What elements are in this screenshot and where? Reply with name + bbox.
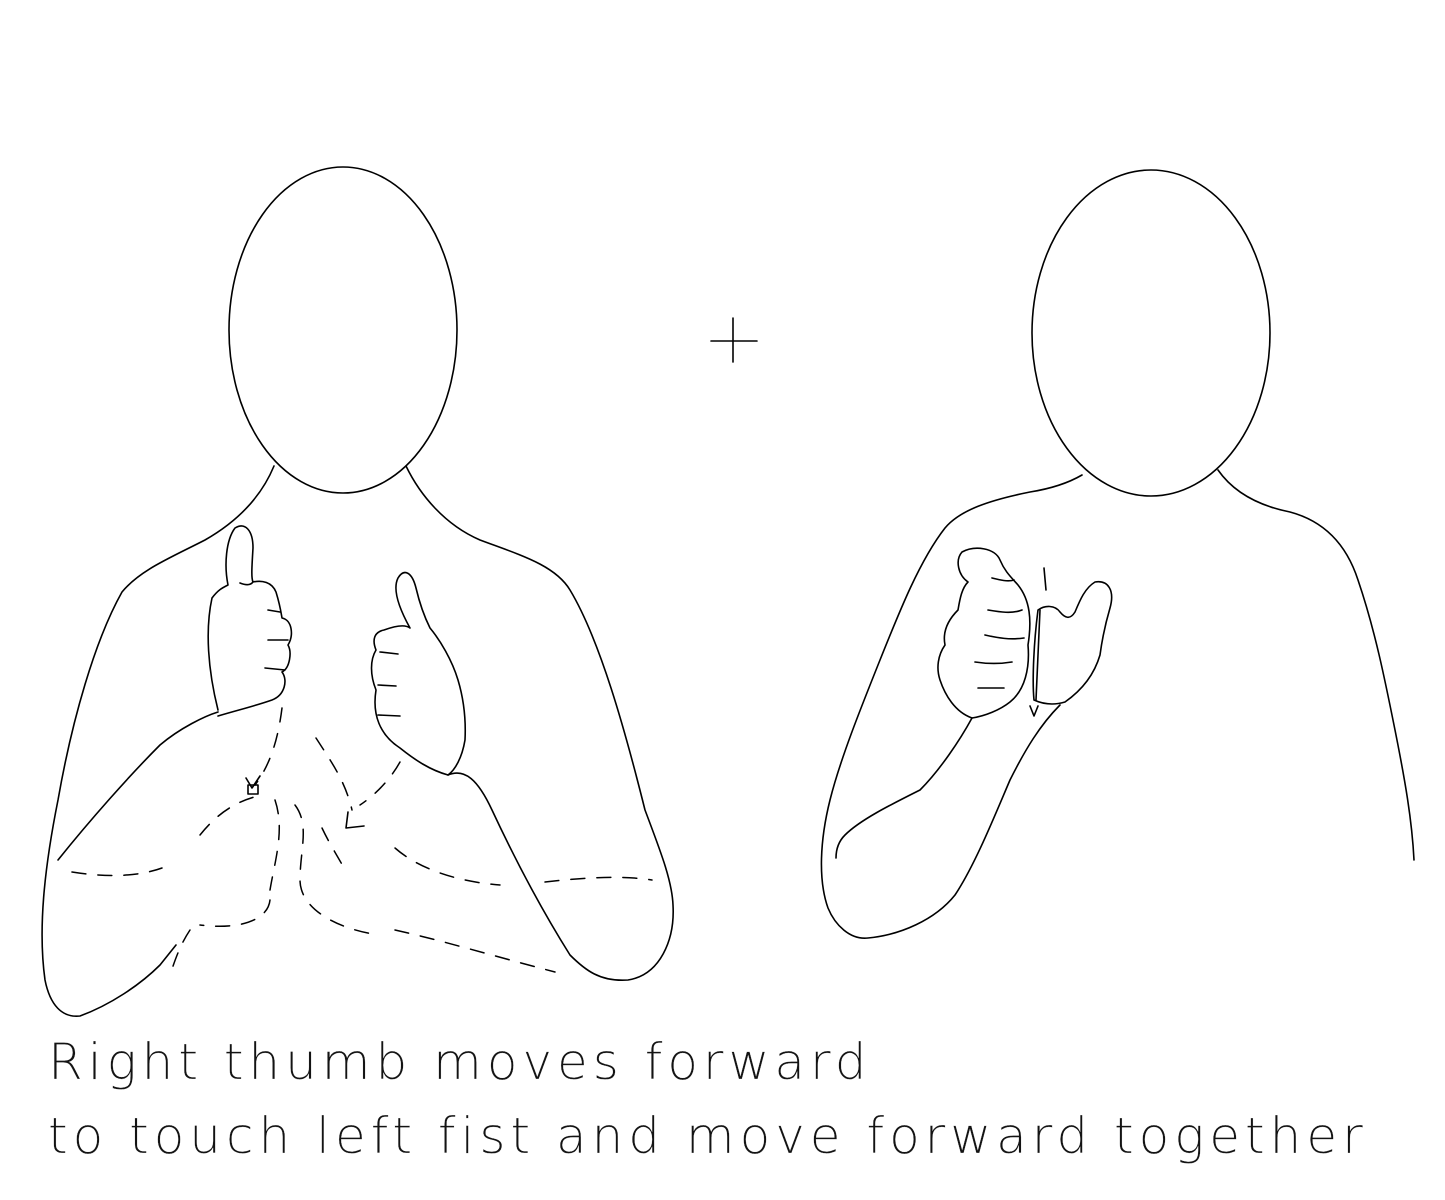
left-figure-left-hand	[207, 525, 293, 717]
left-figure-contact-marker	[247, 784, 259, 795]
left-figure-right-hand	[370, 571, 467, 776]
right-figure-thumb-hand	[1029, 567, 1113, 717]
left-figure-head	[228, 166, 458, 494]
caption-line-1: Right thumb moves forward	[48, 1033, 872, 1091]
right-figure-head	[1031, 169, 1271, 497]
left-figure-body	[41, 465, 674, 1017]
plus-sign	[710, 317, 758, 363]
right-figure	[820, 169, 1415, 939]
caption-line-2: to touch left fist and move forward toge…	[48, 1107, 1368, 1165]
right-figure-body	[820, 469, 1415, 939]
left-figure	[41, 166, 674, 1017]
left-figure-movement-lines	[71, 707, 653, 976]
right-figure-fist	[937, 547, 1031, 719]
